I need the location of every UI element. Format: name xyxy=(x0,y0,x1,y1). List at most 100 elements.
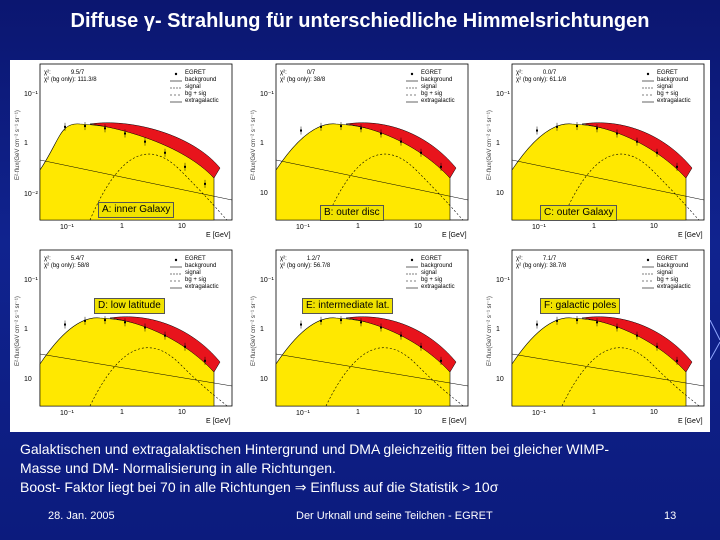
x-tick-label: 10⁻¹ xyxy=(60,224,74,231)
chi-square-text: χ²: 0.0/7 xyxy=(516,70,557,76)
spectrum-panel-c: EGRET background signal bg + sig extragalact… xyxy=(482,60,710,242)
y-tick-label: 1 xyxy=(260,140,264,147)
legend-marker xyxy=(174,72,178,76)
legend-marker xyxy=(410,72,414,76)
signal-curve xyxy=(89,153,228,221)
signal-area xyxy=(345,122,457,179)
legend-entry: signal xyxy=(657,84,673,90)
legend-entry: bg + sig xyxy=(657,277,679,283)
x-tick-label: 10 xyxy=(178,223,186,230)
legend-entry: bg + sig xyxy=(185,277,207,283)
extragalactic-line xyxy=(39,159,233,201)
egret-spectra-figure: EGRET background signal bg + sig extragalact… xyxy=(10,60,710,432)
y-axis-label: E²·flux(GeV cm⁻² s⁻¹ sr⁻¹) xyxy=(487,296,493,366)
slide-title: Diffuse γ- Strahlung für unterschiedlich… xyxy=(70,10,650,32)
legend-entry: bg + sig xyxy=(421,277,443,283)
y-tick-label: 10⁻¹ xyxy=(260,277,274,284)
legend-entry: extragalactic xyxy=(657,98,691,104)
y-tick-label: 10⁻¹ xyxy=(24,277,38,284)
legend-entry: EGRET xyxy=(657,70,678,76)
y-tick-label: 10 xyxy=(496,376,504,383)
spectrum-panel-f: EGRET background signal bg + sig extragalact… xyxy=(482,246,710,428)
legend-entry: bg + sig xyxy=(657,91,679,97)
chi-square-text: χ²: 5.4/7 xyxy=(44,256,85,262)
y-axis-label: E²·flux(GeV cm⁻² s⁻¹ sr⁻¹) xyxy=(15,296,21,366)
extragalactic-line xyxy=(275,353,469,387)
x-tick-label: 10⁻¹ xyxy=(296,410,310,417)
extragalactic-line xyxy=(511,159,705,201)
x-tick-label: 10 xyxy=(650,223,658,230)
legend-entry: extragalactic xyxy=(421,284,455,290)
x-tick-label: 1 xyxy=(356,409,360,416)
y-tick-label: 10 xyxy=(260,190,268,197)
spectrum-panel-a: EGRET background signal bg + sig extragalact… xyxy=(10,60,238,242)
x-axis-unit: E [GeV] xyxy=(678,232,703,239)
spectrum-panel-e: EGRET background signal bg + sig extragalact… xyxy=(246,246,474,428)
legend-entry: signal xyxy=(657,270,673,276)
legend-entry: extragalactic xyxy=(657,284,691,290)
chi-square-text: χ² (bg only): 61.1/8 xyxy=(516,77,567,83)
page-number: 13 xyxy=(664,510,677,522)
legend-entry: EGRET xyxy=(657,256,678,262)
legend-entry: background xyxy=(421,77,453,83)
spectrum-panel-d: EGRET background signal bg + sig extragalact… xyxy=(10,246,238,428)
legend-entry: EGRET xyxy=(185,256,206,262)
footer-date: 28. Jan. 2005 xyxy=(48,510,115,522)
signal-area xyxy=(89,122,221,179)
y-tick-label: 10 xyxy=(496,190,504,197)
extragalactic-line xyxy=(511,353,705,387)
x-tick-label: 1 xyxy=(120,409,124,416)
chi-square-text: χ²: 1.2/7 xyxy=(280,256,321,262)
y-axis-label: E²·flux(GeV cm⁻² s⁻¹ sr⁻¹) xyxy=(251,110,257,180)
extragalactic-line xyxy=(275,159,469,201)
spectrum-plot xyxy=(511,249,705,407)
x-tick-label: 10⁻¹ xyxy=(60,410,74,417)
legend-marker xyxy=(174,258,178,262)
y-axis-label: E²·flux(GeV cm⁻² s⁻¹ sr⁻¹) xyxy=(487,110,493,180)
region-label: C: outer Galaxy xyxy=(540,205,618,221)
decorative-lines xyxy=(710,320,720,360)
chi-square-text: χ²: 0/7 xyxy=(280,70,316,76)
spectrum-panel-b: EGRET background signal bg + sig extragalact… xyxy=(246,60,474,242)
signal-curve xyxy=(561,153,700,221)
y-tick-label: 1 xyxy=(496,326,500,333)
legend-marker xyxy=(410,258,414,262)
y-tick-label: 10 xyxy=(260,376,268,383)
legend-entry: extragalactic xyxy=(185,98,219,104)
legend-entry: extragalactic xyxy=(185,284,219,290)
spectrum-plot xyxy=(511,63,705,221)
spectrum-plot xyxy=(39,249,233,407)
chi-square-text: χ²: 9.5/7 xyxy=(44,70,85,76)
spectrum-plot xyxy=(39,63,233,221)
spectrum-plot xyxy=(275,249,469,407)
spectrum-plot xyxy=(275,63,469,221)
signal-curve xyxy=(89,347,228,407)
y-tick-label: 10⁻¹ xyxy=(24,91,38,98)
x-axis-unit: E [GeV] xyxy=(442,232,467,239)
y-axis-label: E²·flux(GeV cm⁻² s⁻¹ sr⁻¹) xyxy=(251,296,257,366)
legend-entry: EGRET xyxy=(421,70,442,76)
x-axis-unit: E [GeV] xyxy=(206,232,231,239)
legend-entry: background xyxy=(185,263,217,269)
chi-square-text: χ² (bg only): 56.7/8 xyxy=(280,263,331,269)
y-tick-label: 10 xyxy=(24,376,32,383)
chi-square-text: χ² (bg only): 38/8 xyxy=(280,77,326,83)
chi-square-text: χ² (bg only): 38.7/8 xyxy=(516,263,567,269)
y-axis-label: E²·flux(GeV cm⁻² s⁻¹ sr⁻¹) xyxy=(15,110,21,180)
x-tick-label: 10 xyxy=(414,223,422,230)
legend-entry: signal xyxy=(185,270,201,276)
signal-area xyxy=(581,316,693,373)
extragalactic-line xyxy=(39,353,233,387)
x-tick-label: 10 xyxy=(650,409,658,416)
chi-square-text: χ² (bg only): 58/8 xyxy=(44,263,90,269)
x-tick-label: 1 xyxy=(592,223,596,230)
x-tick-label: 1 xyxy=(356,223,360,230)
legend-entry: extragalactic xyxy=(421,98,455,104)
x-tick-label: 10 xyxy=(414,409,422,416)
legend-entry: background xyxy=(657,77,689,83)
legend-marker xyxy=(646,72,650,76)
signal-area xyxy=(109,316,221,373)
y-tick-label: 10⁻¹ xyxy=(260,91,274,98)
caption-line-2: Masse und DM- Normalisierung in alle Ric… xyxy=(20,460,336,476)
